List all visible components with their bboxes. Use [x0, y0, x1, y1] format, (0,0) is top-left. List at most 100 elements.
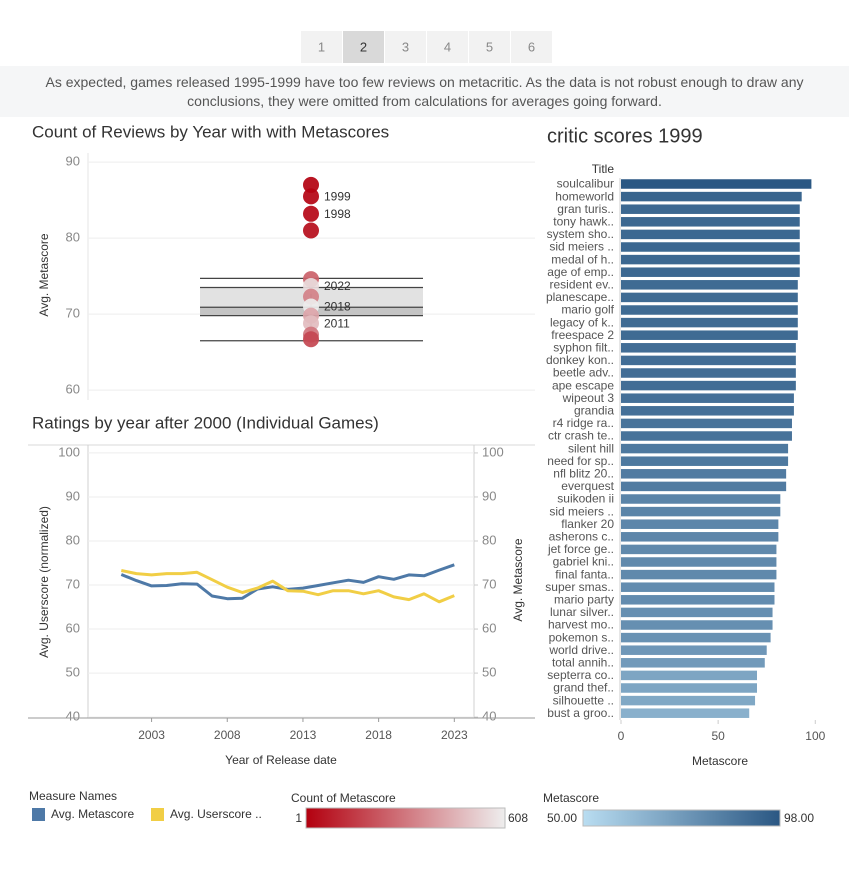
- tab[interactable]: [469, 31, 510, 63]
- bar: [621, 582, 775, 592]
- row-label: donkey kon..: [546, 353, 614, 367]
- tab-label[interactable]: 4: [444, 39, 451, 54]
- y-tick-label: 60: [66, 382, 80, 397]
- bar: [621, 431, 792, 441]
- row-label: super smas..: [545, 580, 614, 594]
- bar: [621, 481, 787, 492]
- row-label: pokemon s..: [549, 630, 614, 644]
- y-axis-title: Avg. Userscore (normalized): [37, 506, 51, 658]
- row-label: world drive..: [548, 643, 614, 657]
- legend-title: Metascore: [543, 791, 599, 805]
- dot: [303, 315, 319, 332]
- bar: [621, 242, 800, 252]
- y2-tick-label: 80: [482, 532, 496, 547]
- bar: [621, 632, 771, 643]
- dot-label: 2018: [324, 300, 351, 314]
- y-tick-label: 60: [66, 620, 80, 635]
- caption: As expected, games released 1995-1999 ha…: [0, 66, 849, 117]
- legend-gradient: [582, 809, 781, 827]
- x-tick-label: 2018: [365, 728, 392, 742]
- legend-max: 608: [508, 811, 528, 825]
- legend-title: Count of Metascore: [291, 791, 396, 805]
- y-tick-label: 70: [66, 306, 80, 321]
- dot-label: 1998: [324, 207, 351, 221]
- row-label: soulcalibur: [557, 177, 614, 191]
- row-label: asherons c..: [549, 529, 614, 543]
- row-label: flanker 20: [561, 517, 614, 531]
- bar: [621, 393, 794, 403]
- legend-label: Avg. Metascore: [51, 807, 134, 821]
- chart-title: critic scores 1999: [547, 125, 703, 147]
- x-tick-label: 2013: [290, 728, 317, 742]
- row-label: system sho..: [547, 227, 614, 241]
- tab[interactable]: [385, 31, 426, 63]
- bar: [621, 330, 798, 340]
- chart-title: Count of Reviews by Year with with Metas…: [32, 122, 389, 141]
- bar: [621, 280, 798, 290]
- row-label: legacy of k..: [550, 315, 614, 329]
- y-tick-label: 50: [66, 665, 80, 680]
- row-label: wipeout 3: [562, 391, 615, 405]
- bar: [621, 179, 812, 189]
- bar: [621, 456, 789, 466]
- row-label: mario party: [554, 592, 614, 606]
- bar: [621, 443, 789, 454]
- x-tick-label: 2023: [441, 728, 468, 742]
- tab-label[interactable]: 6: [528, 39, 535, 54]
- y2-tick-label: 100: [482, 444, 504, 459]
- bar: [621, 607, 773, 618]
- bar: [621, 569, 777, 580]
- bar: [621, 380, 796, 391]
- row-label: silent hill: [568, 441, 614, 455]
- tab[interactable]: [301, 31, 342, 63]
- dot: [303, 188, 319, 205]
- tab-label[interactable]: 2: [360, 39, 367, 54]
- series-line: [120, 569, 455, 604]
- legend-label: Avg. Userscore ..: [170, 807, 262, 821]
- series-line: [120, 563, 455, 601]
- row-label: sid meiers ..: [549, 504, 614, 518]
- bar: [621, 506, 781, 517]
- y-tick-label: 90: [66, 488, 80, 503]
- bar: [621, 658, 765, 668]
- row-label: planescape..: [546, 290, 614, 304]
- bar: [621, 217, 800, 227]
- legend-swatch: [151, 808, 164, 821]
- bar: [621, 683, 757, 693]
- dot-label: 1999: [324, 189, 351, 203]
- y2-tick-label: 60: [482, 620, 496, 635]
- x-axis-title: Metascore: [692, 754, 748, 768]
- row-label: final fanta..: [555, 567, 614, 581]
- tab-label[interactable]: 3: [402, 39, 409, 54]
- x-tick-label: 2008: [214, 728, 241, 742]
- row-label: septerra co..: [547, 668, 614, 682]
- row-label: beetle adv..: [553, 366, 614, 380]
- dot-label: 2011: [324, 316, 350, 330]
- row-label: tony hawk..: [553, 214, 614, 228]
- bar: [621, 229, 800, 240]
- tab-label[interactable]: 5: [486, 39, 493, 54]
- y2-tick-label: 50: [482, 665, 496, 680]
- row-label: r4 ridge ra..: [553, 416, 614, 430]
- row-label: gran turis..: [557, 202, 614, 216]
- bar: [621, 519, 779, 529]
- row-label: grandia: [574, 403, 614, 417]
- legend-swatch: [32, 808, 45, 821]
- tab[interactable]: [427, 31, 468, 63]
- y-tick-label: 80: [66, 532, 80, 547]
- dot: [303, 205, 319, 222]
- chart-title: Ratings by year after 2000 (Individual G…: [32, 413, 379, 432]
- tab[interactable]: [511, 31, 552, 63]
- bar: [621, 620, 773, 630]
- row-label: syphon filt..: [553, 340, 614, 354]
- row-label: medal of h..: [551, 252, 614, 266]
- row-label: freespace 2: [551, 328, 614, 342]
- y-tick-label: 100: [58, 444, 80, 459]
- row-label: suikoden ii: [557, 492, 614, 506]
- bar: [621, 708, 750, 718]
- bar: [621, 368, 796, 378]
- tab[interactable]: [343, 31, 384, 63]
- bar: [621, 406, 794, 416]
- legend-title: Measure Names: [29, 789, 117, 803]
- tab-label[interactable]: 1: [318, 39, 325, 54]
